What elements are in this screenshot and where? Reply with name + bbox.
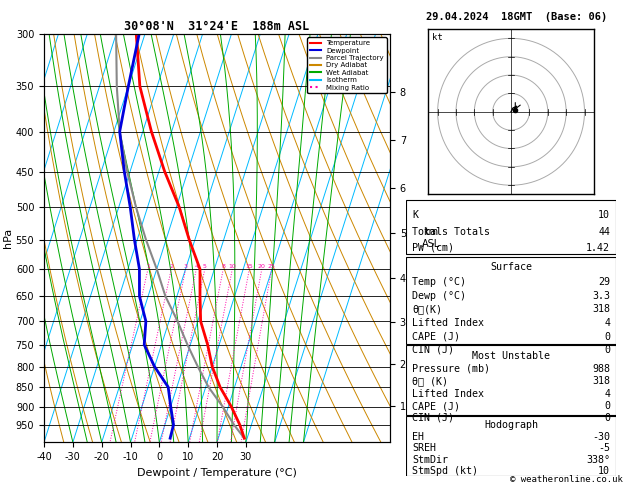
Bar (406, 345, 616, 415)
Text: -30: -30 (592, 432, 610, 442)
Text: CIN (J): CIN (J) (412, 413, 454, 423)
Text: Temp (°C): Temp (°C) (412, 277, 466, 287)
Y-axis label: km
ASL: km ASL (422, 227, 440, 249)
Text: 3: 3 (184, 264, 187, 269)
Text: PW (cm): PW (cm) (412, 243, 454, 253)
Text: θᴇ(K): θᴇ(K) (412, 304, 442, 314)
Bar (406, 416, 616, 476)
Text: 4: 4 (194, 264, 198, 269)
Text: 1.42: 1.42 (586, 243, 610, 253)
Bar (406, 200, 616, 254)
Text: Pressure (mb): Pressure (mb) (412, 364, 490, 374)
Text: EH: EH (412, 432, 424, 442)
Text: 0: 0 (604, 413, 610, 423)
Text: CAPE (J): CAPE (J) (412, 331, 460, 342)
Text: 29: 29 (598, 277, 610, 287)
Legend: Temperature, Dewpoint, Parcel Trajectory, Dry Adiabat, Wet Adiabat, Isotherm, Mi: Temperature, Dewpoint, Parcel Trajectory… (308, 37, 386, 93)
Text: 15: 15 (245, 264, 253, 269)
X-axis label: Dewpoint / Temperature (°C): Dewpoint / Temperature (°C) (137, 468, 297, 478)
Text: kt: kt (432, 33, 443, 42)
Text: StmDir: StmDir (412, 454, 448, 465)
Text: SREH: SREH (412, 443, 436, 453)
Text: 3.3: 3.3 (592, 291, 610, 301)
Title: 30°08'N  31°24'E  188m ASL: 30°08'N 31°24'E 188m ASL (125, 20, 309, 33)
Text: 44: 44 (598, 227, 610, 237)
Text: 10: 10 (598, 466, 610, 476)
Text: 29.04.2024  18GMT  (Base: 06): 29.04.2024 18GMT (Base: 06) (426, 12, 607, 22)
Text: 10: 10 (228, 264, 237, 269)
Text: 338°: 338° (586, 454, 610, 465)
Bar (406, 257, 616, 344)
Text: 318: 318 (592, 304, 610, 314)
Text: θᴇ (K): θᴇ (K) (412, 376, 448, 386)
Text: 20: 20 (258, 264, 265, 269)
Text: 318: 318 (592, 376, 610, 386)
Text: Lifted Index: Lifted Index (412, 318, 484, 328)
Text: CIN (J): CIN (J) (412, 345, 454, 355)
Text: © weatheronline.co.uk: © weatheronline.co.uk (510, 474, 623, 484)
Text: Dewp (°C): Dewp (°C) (412, 291, 466, 301)
Text: 2: 2 (169, 264, 173, 269)
Text: Hodograph: Hodograph (484, 419, 538, 430)
Text: 988: 988 (592, 364, 610, 374)
Text: CAPE (J): CAPE (J) (412, 401, 460, 412)
Text: K: K (412, 210, 418, 220)
Text: Most Unstable: Most Unstable (472, 351, 550, 361)
Y-axis label: hPa: hPa (3, 228, 13, 248)
Text: Surface: Surface (490, 262, 532, 272)
Text: Totals Totals: Totals Totals (412, 227, 490, 237)
Text: -5: -5 (598, 443, 610, 453)
Text: 1: 1 (146, 264, 150, 269)
Text: 8: 8 (221, 264, 225, 269)
Text: 0: 0 (604, 345, 610, 355)
Text: 0: 0 (604, 331, 610, 342)
Text: 4: 4 (604, 389, 610, 399)
Text: StmSpd (kt): StmSpd (kt) (412, 466, 478, 476)
Text: 0: 0 (604, 401, 610, 412)
Text: Lifted Index: Lifted Index (412, 389, 484, 399)
Text: 5: 5 (203, 264, 207, 269)
Text: 4: 4 (604, 318, 610, 328)
Text: 10: 10 (598, 210, 610, 220)
Text: 25: 25 (268, 264, 276, 269)
